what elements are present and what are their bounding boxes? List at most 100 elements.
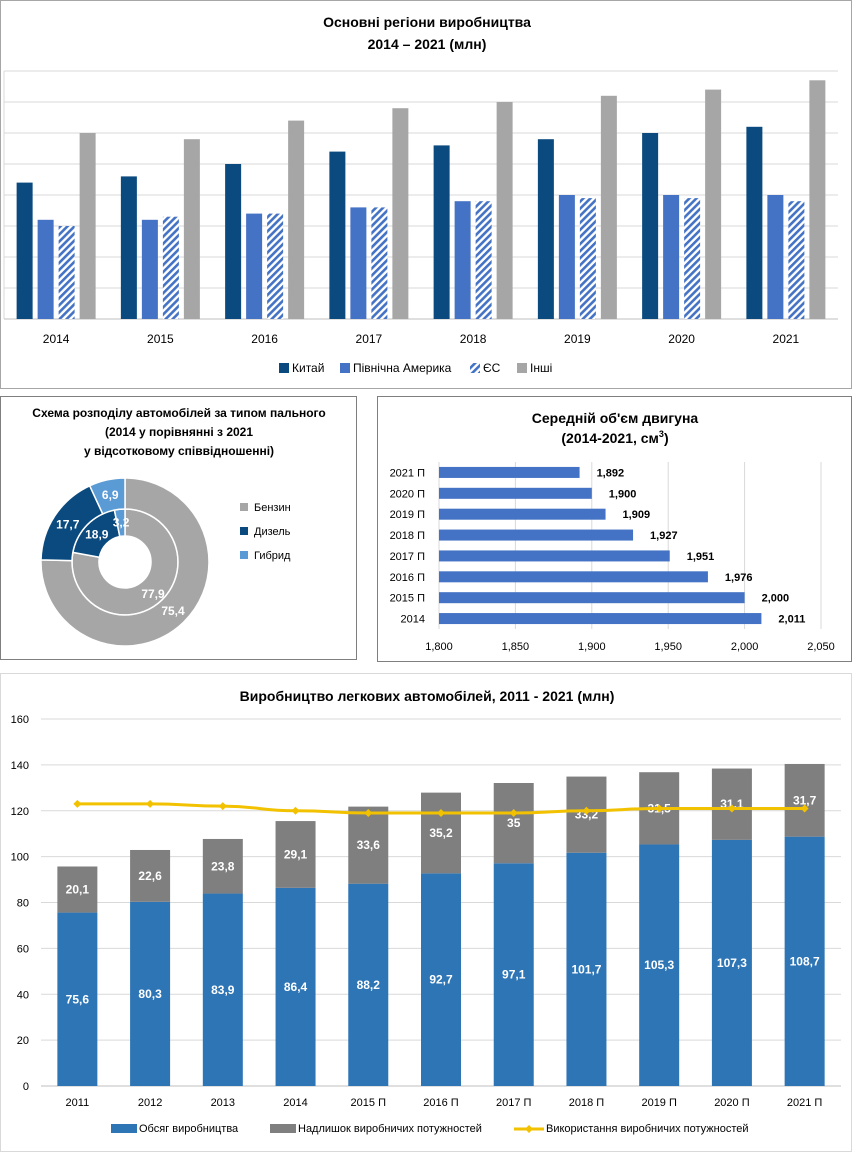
value-label-production: 97,1 (502, 968, 526, 982)
bar-production (202, 893, 243, 1086)
legend-label: Бензин (254, 502, 291, 514)
bar-3 (58, 226, 75, 319)
bar-4 (183, 139, 200, 319)
x-tick-label: 2018 П (569, 1097, 605, 1109)
bar (439, 592, 745, 604)
y-tick-label: 0 (23, 1081, 29, 1093)
bar-overcapacity (130, 849, 171, 902)
line-point (218, 802, 227, 811)
y-tick-label: 80 (17, 898, 29, 910)
bar-2 (350, 207, 367, 319)
value-label: 1,976 (725, 572, 753, 584)
bar-1 (329, 151, 346, 319)
legend-label: Гибрид (254, 550, 291, 562)
bar-overcapacity (784, 763, 825, 837)
bar (439, 466, 580, 478)
bar-1 (433, 145, 450, 319)
line-point (146, 799, 155, 808)
bar-production (57, 912, 98, 1086)
bar-production (348, 883, 389, 1086)
line-point (291, 806, 300, 815)
value-label-overcapacity: 22,6 (138, 869, 162, 883)
chart-title: Основні регіони виробництва (323, 14, 531, 30)
y-tick-label: 140 (11, 760, 29, 772)
value-label-overcapacity: 33,6 (357, 838, 381, 852)
bar-1 (225, 164, 242, 319)
x-tick-label: 2016 (251, 332, 278, 346)
chart-subtitle-line-1: (2014 у порівнянні з 2021 (105, 425, 253, 439)
regions-chart-panel: Основні регіони виробництва 2014 – 2021 (… (0, 0, 852, 389)
value-label: 1,909 (623, 509, 651, 521)
bar-2 (37, 219, 54, 319)
x-tick-label: 2017 (356, 332, 383, 346)
regions-chart: Основні регіони виробництва 2014 – 2021 (… (3, 14, 838, 375)
line-point (509, 809, 518, 818)
bar-4 (809, 80, 826, 319)
bar-1 (642, 133, 659, 319)
legend-swatch (240, 503, 248, 511)
bar-production (566, 852, 607, 1086)
bar-overcapacity (202, 838, 243, 894)
bar-production (275, 887, 316, 1086)
bar-2 (246, 213, 263, 319)
chart-subtitle-end: ) (664, 430, 669, 446)
slice-label: 3,2 (113, 516, 130, 530)
bar-production (639, 844, 680, 1086)
bar-4 (79, 133, 96, 319)
bar-overcapacity (421, 792, 461, 874)
bar-2 (767, 195, 784, 319)
bar-3 (475, 201, 492, 319)
bar-4 (705, 89, 722, 319)
value-label: 2,011 (778, 614, 805, 626)
y-tick-label: 120 (11, 806, 29, 818)
slice-outer-1 (40, 477, 210, 647)
bar-production (130, 901, 171, 1086)
x-tick-label: 2017 П (496, 1097, 532, 1109)
bar-overcapacity (711, 768, 752, 840)
x-tick-label: 2,000 (731, 641, 759, 653)
x-tick-label: 2021 (773, 332, 800, 346)
slice-outer-3 (88, 477, 126, 515)
chart-subtitle: 2014 – 2021 (млн) (368, 36, 487, 52)
x-tick-label: 1,850 (502, 641, 530, 653)
legend-swatch (240, 551, 248, 559)
y-tick-label: 20 (17, 1035, 29, 1047)
x-tick-label: 2018 (460, 332, 487, 346)
line-point (727, 804, 736, 813)
legend-label: Надлишок виробничих потужностей (298, 1123, 482, 1135)
y-tick-label: 2014 (401, 614, 425, 626)
slice-label: 18,9 (85, 527, 109, 541)
value-label-overcapacity: 29,1 (284, 847, 308, 861)
x-tick-label: 1,950 (654, 641, 682, 653)
line-point (582, 806, 591, 815)
chart-subtitle-main: (2014-2021, см (561, 430, 659, 446)
x-tick-label: 1,900 (578, 641, 606, 653)
engine-volume-chart-panel: Середній об'єм двигуна (2014-2021, см3) 1,… (377, 396, 852, 662)
x-tick-label: 2019 (564, 332, 591, 346)
chart-title: Виробництво легкових автомобілей, 2011 -… (240, 688, 615, 704)
chart-subtitle-superscript: 3 (659, 429, 664, 439)
value-label-overcapacity: 23,8 (211, 859, 235, 873)
bar-4 (288, 120, 305, 319)
y-tick-label: 2019 П (390, 509, 426, 521)
y-tick-label: 2021 П (390, 467, 426, 479)
legend-label: Китай (292, 361, 324, 375)
bar-3 (579, 198, 596, 319)
value-label: 1,892 (597, 467, 625, 479)
bar-2 (663, 195, 680, 319)
x-tick-label: 2012 (138, 1097, 162, 1109)
x-tick-label: 2020 П (714, 1097, 750, 1109)
chart-subtitle: (2014-2021, см3) (561, 429, 668, 446)
bar-3 (684, 198, 701, 319)
slice-label: 77,9 (141, 587, 165, 601)
bar-overcapacity (57, 866, 98, 913)
x-tick-label: 2014 (43, 332, 70, 346)
y-tick-label: 2017 П (390, 551, 426, 563)
legend-swatch (470, 363, 480, 373)
production-chart: Виробництво легкових автомобілей, 2011 -… (11, 688, 841, 1135)
x-tick-label: 2021 П (787, 1097, 823, 1109)
value-label-production: 75,6 (66, 992, 90, 1006)
value-label-production: 80,3 (138, 987, 162, 1001)
legend-swatch (517, 363, 527, 373)
legend-swatch (340, 363, 350, 373)
